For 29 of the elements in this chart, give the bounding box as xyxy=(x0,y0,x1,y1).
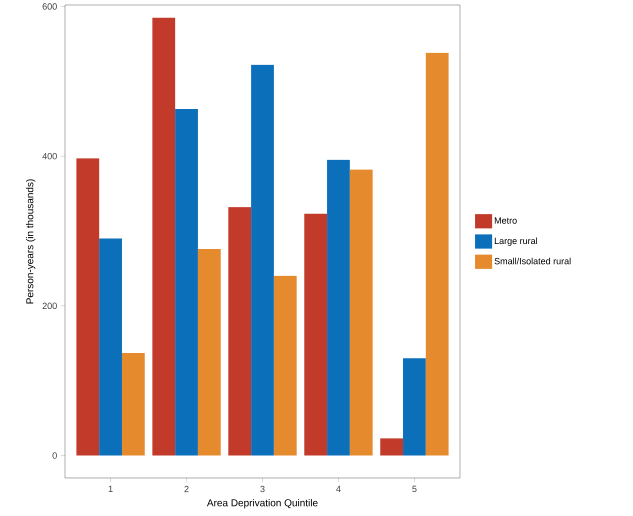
y-axis-title: Person-years (in thousands) xyxy=(26,179,36,304)
bar xyxy=(304,214,328,456)
bar xyxy=(76,158,100,456)
bar xyxy=(403,358,426,456)
bar xyxy=(228,207,252,456)
x-tick-label: 2 xyxy=(184,486,189,492)
bar xyxy=(175,109,198,456)
x-tick-label: 1 xyxy=(108,486,113,492)
bar xyxy=(274,276,297,456)
bar xyxy=(350,170,373,456)
bar xyxy=(380,438,404,456)
bar xyxy=(198,248,221,456)
bar xyxy=(99,238,122,456)
bar xyxy=(122,353,145,456)
bar xyxy=(327,160,350,456)
legend-label: Large rural xyxy=(494,237,538,246)
y-tick-label: 400 xyxy=(42,152,57,160)
x-tick-label: 3 xyxy=(260,486,265,492)
bar xyxy=(251,64,274,456)
x-tick-label: 5 xyxy=(412,486,417,492)
legend-label: Small/Isolated rural xyxy=(494,258,571,264)
y-tick-label: 200 xyxy=(42,302,57,310)
bar xyxy=(426,52,449,456)
y-tick-label: 600 xyxy=(42,3,57,10)
x-tick-label: 4 xyxy=(336,486,341,492)
bar xyxy=(152,18,176,456)
legend-label: Metro xyxy=(494,217,517,224)
y-tick-label: 0 xyxy=(52,452,57,459)
x-axis-title: Area Deprivation Quintile xyxy=(206,499,318,508)
